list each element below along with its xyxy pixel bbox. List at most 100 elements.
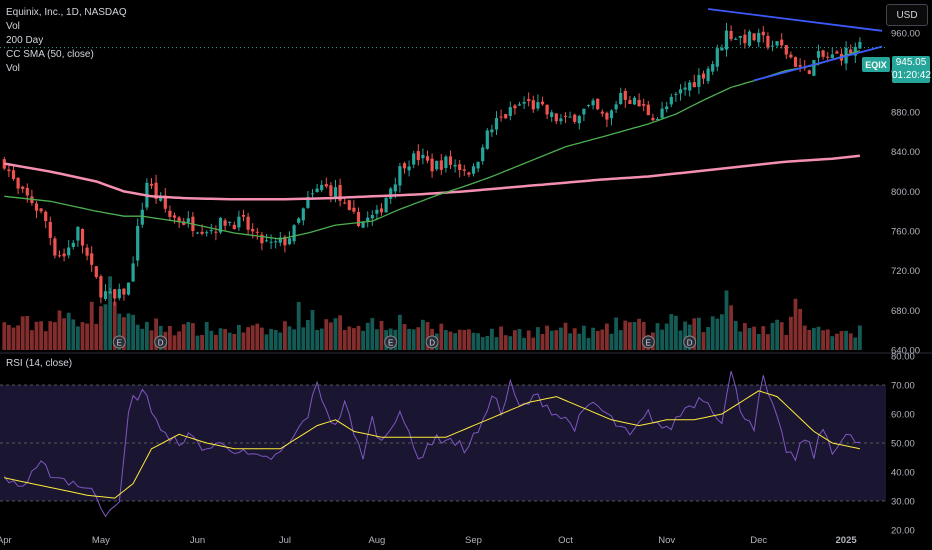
volume-bar <box>365 322 370 350</box>
candle-body <box>816 51 821 58</box>
candle-body <box>108 291 112 294</box>
candle-body <box>628 100 632 105</box>
volume-bar <box>356 325 361 350</box>
candle-body <box>485 130 489 149</box>
volume-bar <box>439 323 444 350</box>
volume-bar <box>812 327 816 350</box>
candle-body <box>789 54 793 58</box>
volume-bar <box>361 330 365 350</box>
candle-body <box>637 99 641 107</box>
volume-bar <box>379 320 384 350</box>
price-tick-label: 760.00 <box>891 227 920 238</box>
candle-body <box>407 166 411 171</box>
candle-body <box>310 193 315 195</box>
candle-body <box>439 160 443 170</box>
volume-bar <box>246 327 250 350</box>
candle-body <box>168 210 172 217</box>
candle-body <box>67 247 71 256</box>
candle-body <box>458 164 462 171</box>
candle-body <box>412 153 416 165</box>
candle-body <box>494 118 499 130</box>
candle-body <box>591 100 595 106</box>
volume-bar <box>283 321 287 350</box>
legend-ma200[interactable]: 200 Day <box>6 35 44 46</box>
candle-body <box>7 169 11 172</box>
event-marker-E <box>384 335 398 349</box>
candle-body <box>57 255 62 257</box>
volume-bar <box>154 318 158 350</box>
volume-bar <box>618 330 623 350</box>
volume-bar <box>218 328 223 350</box>
time-tick-label: May <box>92 535 110 546</box>
volume-bar <box>453 333 457 350</box>
candle-body <box>278 237 282 243</box>
volume-bar <box>485 335 490 350</box>
candle-body <box>117 288 121 299</box>
candle-body <box>678 89 683 94</box>
candle-body <box>320 184 324 191</box>
volume-bar <box>462 330 467 350</box>
volume-bar <box>20 316 25 350</box>
volume-bar <box>425 322 430 350</box>
event-marker-label: E <box>388 339 393 348</box>
volume-bar <box>821 330 825 350</box>
volume-bar <box>678 330 683 350</box>
candle-body <box>490 129 494 133</box>
volume-bar <box>329 322 333 350</box>
legend-vol[interactable]: Vol <box>6 21 20 32</box>
volume-bar <box>315 329 319 350</box>
price-tick-label: 680.00 <box>891 306 920 317</box>
candle-body <box>807 70 811 75</box>
candle-body <box>715 48 719 67</box>
candle-body <box>182 221 186 225</box>
volume-bar <box>761 326 766 350</box>
candle-body <box>499 116 503 118</box>
candle-body <box>821 50 825 57</box>
currency-button[interactable]: USD <box>886 4 928 26</box>
volume-bar <box>545 325 549 350</box>
candle-body <box>16 177 20 189</box>
volume-bar <box>122 317 126 350</box>
volume-bar <box>278 332 283 350</box>
volume-bar <box>480 337 485 350</box>
candle-body <box>398 166 402 186</box>
candle-body <box>255 231 259 233</box>
candle-body <box>366 217 370 222</box>
candle-body <box>706 68 710 82</box>
candle-body <box>421 154 425 159</box>
candle-body <box>71 242 75 247</box>
candle-body <box>343 202 347 204</box>
candle-body <box>324 184 328 187</box>
volume-bar <box>775 319 779 350</box>
volume-bar <box>306 320 310 350</box>
last-price-value: 945.05 <box>895 57 927 68</box>
volume-bar <box>94 323 99 350</box>
candle-body <box>554 113 558 122</box>
candle-body <box>333 187 338 199</box>
volume-bar <box>490 328 494 350</box>
volume-bar <box>848 333 853 350</box>
volume-bar <box>637 318 641 350</box>
candle-body <box>347 200 351 210</box>
volume-bar <box>756 334 761 350</box>
candle-body <box>784 45 788 55</box>
volume-bar <box>715 318 720 350</box>
volume-bar <box>324 319 329 350</box>
legend-vol-2[interactable]: Vol <box>6 63 20 74</box>
volume-bar <box>835 333 839 350</box>
volume-bar <box>591 327 595 350</box>
volume-bar <box>30 330 34 350</box>
rsi-legend[interactable]: RSI (14, close) <box>6 358 73 369</box>
volume-bar <box>53 322 57 350</box>
candle-body <box>34 203 39 211</box>
volume-bar <box>7 325 11 350</box>
legend-sma50[interactable]: CC SMA (50, close) <box>6 49 94 60</box>
candle-body <box>453 164 457 167</box>
candle-body <box>830 54 834 59</box>
volume-bar <box>655 323 660 350</box>
legend-symbol[interactable]: Equinix, Inc., 1D, NASDAQ <box>6 7 127 18</box>
volume-bar <box>140 328 145 350</box>
candle-body <box>462 169 466 171</box>
volume-bar <box>802 325 807 350</box>
